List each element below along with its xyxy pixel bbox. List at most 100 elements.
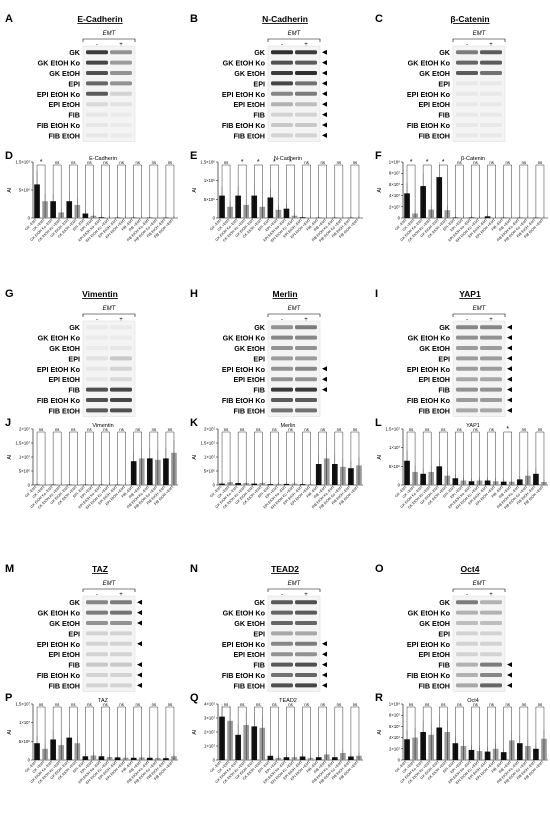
row-label: GK EtOH <box>49 344 80 353</box>
y-tick-label: 1.5×10⁷ <box>386 427 401 432</box>
row-label: GK EtOH <box>49 619 80 628</box>
arrow-marker <box>507 376 512 382</box>
row-label: EPI EtOH <box>233 375 265 384</box>
blot-band <box>86 641 108 646</box>
significance-label: * <box>273 159 276 166</box>
row-label: EPI <box>68 354 80 363</box>
blot-title: TAZ <box>92 564 108 574</box>
y-axis-label: AI <box>7 187 13 193</box>
significance-bracket <box>455 164 464 218</box>
significance-bracket <box>471 431 480 485</box>
significance-label: ns <box>136 702 140 707</box>
significance-label: ns <box>425 427 429 432</box>
significance-bracket <box>286 706 295 760</box>
significance-label: ns <box>489 427 493 432</box>
blot-band <box>86 50 108 55</box>
row-label: GK EtOH Ko <box>38 609 81 618</box>
significance-bracket <box>350 164 360 218</box>
row-label: EPI EtOH Ko <box>222 365 266 374</box>
significance-label: ns <box>136 427 140 432</box>
significance-label: ns <box>538 702 542 707</box>
significance-bracket <box>237 164 247 218</box>
panel-letter: D <box>5 150 13 162</box>
row-label: GK <box>439 48 451 57</box>
significance-label: ns <box>522 702 526 707</box>
row-label: FIB EtOH Ko <box>37 121 81 130</box>
row-label: FIB EtOH <box>418 681 450 690</box>
blot-band <box>480 600 502 605</box>
arrow-marker <box>322 112 327 118</box>
row-label: EPI EtOH Ko <box>407 365 451 374</box>
blot-band <box>480 652 502 657</box>
blot-band <box>480 641 502 646</box>
significance-label: ns <box>152 702 156 707</box>
blot-band <box>271 356 293 361</box>
blot-band <box>110 346 132 350</box>
significance-bracket <box>85 164 94 218</box>
blot-band <box>480 123 502 127</box>
row-label: FIB EtOH Ko <box>407 671 451 680</box>
row-label: EPI EtOH <box>418 100 450 109</box>
y-tick-label: 0 <box>398 216 401 221</box>
significance-bracket <box>221 431 231 485</box>
blot-band <box>295 683 317 688</box>
blot-band <box>295 662 317 667</box>
y-tick-label: 1.5×10⁷ <box>16 441 31 446</box>
arrow-marker <box>507 324 512 330</box>
blot-band <box>480 356 502 361</box>
arrow-marker <box>322 122 327 128</box>
row-label: GK <box>69 48 81 57</box>
significance-bracket <box>503 431 512 485</box>
blot-band <box>480 683 502 688</box>
significance-label: * <box>426 159 429 166</box>
y-tick-label: 1.5×10⁷ <box>16 702 31 707</box>
significance-bracket <box>406 706 416 760</box>
y-tick-label: 2×10⁷ <box>19 427 30 432</box>
significance-bracket <box>69 706 78 760</box>
row-label: GK EtOH <box>234 344 265 353</box>
significance-label: ns <box>103 427 107 432</box>
row-label: FIB EtOH Ko <box>37 396 81 405</box>
row-label: FIB EtOH <box>418 131 450 140</box>
blot-band <box>480 133 502 138</box>
row-label: GK EtOH <box>234 69 265 78</box>
significance-label: ns <box>321 160 325 165</box>
y-tick-label: 1×10⁸ <box>389 160 400 165</box>
minus-label: - <box>281 317 283 323</box>
significance-bracket <box>133 706 142 760</box>
blot-membrane <box>452 320 506 417</box>
arrow-marker <box>322 80 327 86</box>
y-tick-label: 1.5×10⁷ <box>16 160 31 165</box>
blot-band <box>295 133 317 138</box>
panel-letter: H <box>190 288 198 300</box>
blot-band <box>480 91 502 96</box>
blot-band <box>110 123 132 127</box>
emt-bracket <box>267 313 321 317</box>
blot-band <box>295 346 317 350</box>
significance-label: * <box>410 159 413 166</box>
row-label: EPI EtOH Ko <box>222 640 266 649</box>
row-label: GK EtOH Ko <box>408 334 451 343</box>
blot-title: Vimentin <box>82 289 118 299</box>
plus-label: + <box>304 42 308 48</box>
y-tick-label: 8×10⁷ <box>389 713 400 718</box>
blot-band <box>271 112 293 117</box>
blot-band <box>480 387 502 392</box>
y-tick-label: 0 <box>398 758 401 763</box>
blot-band <box>295 377 317 382</box>
significance-label: ns <box>337 427 341 432</box>
blot-band <box>295 112 317 117</box>
significance-label: ns <box>103 702 107 707</box>
panel-letter: R <box>375 692 383 704</box>
significance-label: ns <box>304 427 308 432</box>
significance-bracket <box>519 431 529 485</box>
significance-bracket <box>318 164 327 218</box>
significance-bracket <box>439 164 448 218</box>
blot-band <box>480 335 502 340</box>
significance-label: ns <box>87 427 91 432</box>
emt-label: EMT <box>473 31 487 37</box>
blot-band <box>110 398 132 402</box>
blot-band <box>110 600 132 605</box>
